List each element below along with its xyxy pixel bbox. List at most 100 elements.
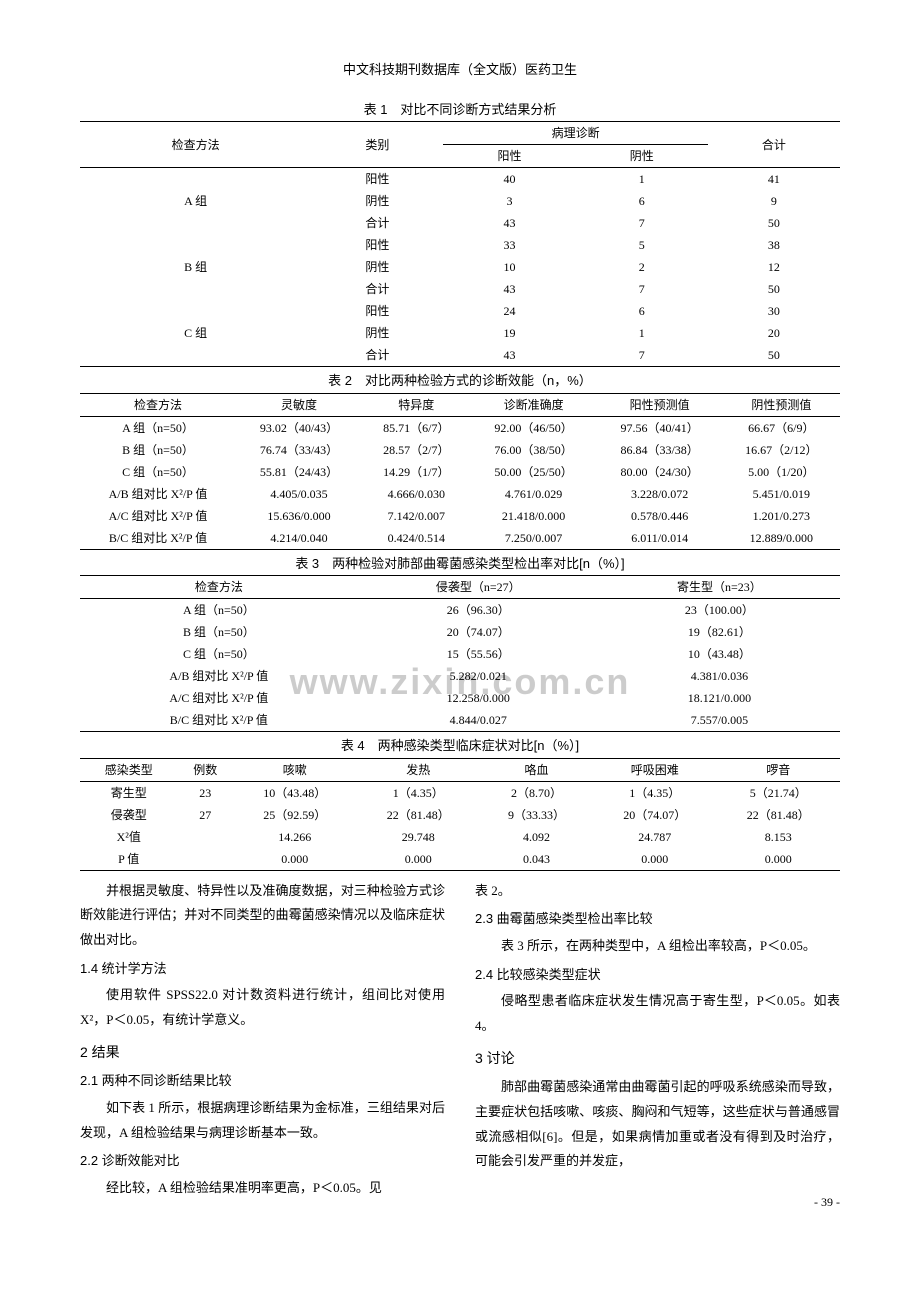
table2-title: 表 2 对比两种检验方式的诊断效能（n，%） [80,371,840,391]
table1: 检查方法 类别 病理诊断 合计 阳性 阴性 A 组阳性40141阴性369合计4… [80,121,840,367]
table-cell: 20（74.07） [358,621,599,643]
table-cell: 0.000 [716,848,840,871]
table-cell: 3.228/0.072 [597,483,723,505]
para: 并根据灵敏度、特异性以及准确度数据，对三种检验方式诊断效能进行评估；并对不同类型… [80,879,445,953]
table-cell: 4.844/0.027 [358,709,599,732]
table-header-cell: 检查方法 [80,393,236,416]
t1-h-total: 合计 [708,122,840,168]
table-cell: 43 [443,344,575,367]
table-cell [177,848,233,871]
para: 侵略型患者临床症状发生情况高于寄生型，P＜0.05。如表 4。 [475,989,840,1038]
table-cell: 1 [576,322,708,344]
t1-h-category: 类别 [311,122,443,168]
table3-title: 表 3 两种检验对肺部曲霉菌感染类型检出率对比[n（%）] [80,554,840,574]
table-cell: B 组（n=50） [80,621,358,643]
table-cell: 14.266 [233,826,356,848]
table-cell: 6 [576,300,708,322]
table-cell: A 组（n=50） [80,599,358,622]
table-cell: 合计 [311,344,443,367]
table-cell: 28.57（2/7） [362,439,471,461]
table-cell: 10（43.48） [233,781,356,804]
table-cell: 阳性 [311,300,443,322]
table-cell: 20（74.07） [593,804,716,826]
table2: 检查方法灵敏度特异度诊断准确度阳性预测值阴性预测值 A 组（n=50）93.02… [80,393,840,550]
table-cell: 4.092 [480,826,593,848]
table-header-cell: 啰音 [716,758,840,781]
table-cell: 1.201/0.273 [723,505,840,527]
table-header-cell: 咳嗽 [233,758,356,781]
table-cell: 0.043 [480,848,593,871]
table-cell: 7 [576,344,708,367]
table-cell: 5.282/0.021 [358,665,599,687]
table-cell: 18.121/0.000 [599,687,840,709]
table-cell: 86.84（33/38） [597,439,723,461]
journal-header: 中文科技期刊数据库（全文版）医药卫生 [80,60,840,80]
table-cell: 5.00（1/20） [723,461,840,483]
table-cell: 3 [443,190,575,212]
table-cell: 92.00（46/50） [471,416,597,439]
section-2-1: 2.1 两种不同诊断结果比较 [80,1069,445,1094]
table-header-cell: 诊断准确度 [471,393,597,416]
table-cell: 侵袭型 [80,804,177,826]
table-cell: 50 [708,344,840,367]
table-cell: 43 [443,278,575,300]
section-1-4: 1.4 统计学方法 [80,957,445,982]
table-cell: 41 [708,168,840,191]
table-header-cell: 例数 [177,758,233,781]
table-cell: 19（82.61） [599,621,840,643]
table-cell: 15（55.56） [358,643,599,665]
table-cell: 15.636/0.000 [236,505,362,527]
table-cell: 合计 [311,278,443,300]
table1-title: 表 1 对比不同诊断方式结果分析 [80,100,840,120]
right-column: 表 2。 2.3 曲霉菌感染类型检出率比较 表 3 所示，在两种类型中，A 组检… [475,879,840,1201]
table-cell: 8.153 [716,826,840,848]
table-cell: 76.00（38/50） [471,439,597,461]
table-cell: 80.00（24/30） [597,461,723,483]
para: 表 3 所示，在两种类型中，A 组检出率较高，P＜0.05。 [475,934,840,959]
table-cell: A 组（n=50） [80,416,236,439]
table-cell: 43 [443,212,575,234]
table-cell: 1（4.35） [593,781,716,804]
table-cell: 0.000 [357,848,480,871]
section-2: 2 结果 [80,1039,445,1066]
table-cell: 55.81（24/43） [236,461,362,483]
table-cell: 12.258/0.000 [358,687,599,709]
table-header-cell: 寄生型（n=23） [599,576,840,599]
body-text: 并根据灵敏度、特异性以及准确度数据，对三种检验方式诊断效能进行评估；并对不同类型… [80,879,840,1201]
table-cell: B 组 [80,234,311,300]
para: 使用软件 SPSS22.0 对计数资料进行统计，组间比对使用 X²，P＜0.05… [80,983,445,1032]
table-cell: 10（43.48） [599,643,840,665]
table-cell: 7 [576,212,708,234]
table-cell: 4.381/0.036 [599,665,840,687]
table-cell: 合计 [311,212,443,234]
table4-title: 表 4 两种感染类型临床症状对比[n（%）] [80,736,840,756]
table-cell: 10 [443,256,575,278]
table4: 感染类型例数咳嗽发热咯血呼吸困难啰音 寄生型2310（43.48）1（4.35）… [80,758,840,871]
table-cell: 5 [576,234,708,256]
table-cell: 4.405/0.035 [236,483,362,505]
table-cell: 9 [708,190,840,212]
table-cell: 7.250/0.007 [471,527,597,550]
para: 肺部曲霉菌感染通常由曲霉菌引起的呼吸系统感染而导致，主要症状包括咳嗽、咳痰、胸闷… [475,1075,840,1174]
section-2-3: 2.3 曲霉菌感染类型检出率比较 [475,907,840,932]
table-cell: 12 [708,256,840,278]
table-cell: 0.578/0.446 [597,505,723,527]
table-cell: 0.000 [233,848,356,871]
table-header-cell: 阳性预测值 [597,393,723,416]
table-cell: 6 [576,190,708,212]
table-cell: 22（81.48） [716,804,840,826]
table-cell: 24.787 [593,826,716,848]
table-cell: 23（100.00） [599,599,840,622]
section-2-4: 2.4 比较感染类型症状 [475,963,840,988]
table-cell: C 组（n=50） [80,643,358,665]
table-cell: 2 [576,256,708,278]
table-cell: 40 [443,168,575,191]
table-cell: 50 [708,278,840,300]
table3: 检查方法侵袭型（n=27）寄生型（n=23） A 组（n=50）26（96.30… [80,575,840,732]
table-cell: C 组（n=50） [80,461,236,483]
table-cell: B/C 组对比 X²/P 值 [80,527,236,550]
table-cell: 76.74（33/43） [236,439,362,461]
table-header-cell: 检查方法 [80,576,358,599]
table-cell: 26（96.30） [358,599,599,622]
para: 如下表 1 所示，根据病理诊断结果为金标准，三组结果对后发现，A 组检验结果与病… [80,1096,445,1145]
